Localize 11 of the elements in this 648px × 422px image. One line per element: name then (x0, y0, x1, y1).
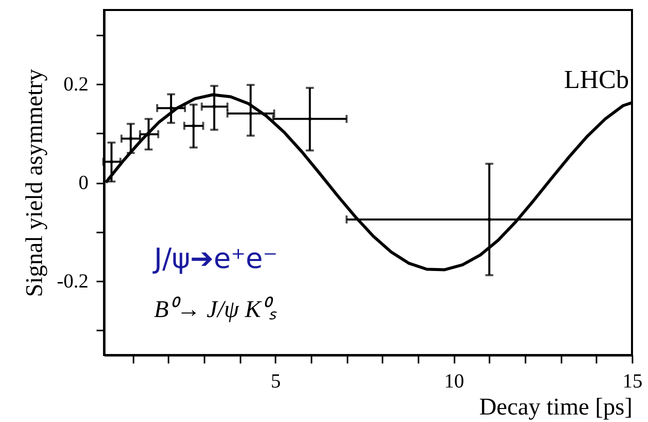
annotation: J/ψ➔e⁺e⁻ (152, 242, 278, 275)
x-axis-title: Decay time [ps] (479, 394, 632, 420)
y-axis-title: Signal yield asymmetry (22, 69, 48, 297)
y-tick-label: 0.2 (64, 73, 88, 96)
annotation: B⁰→ J/ψ K⁰ₛ (154, 296, 277, 323)
annotation: LHCb (564, 65, 629, 94)
y-tick-label: -0.2 (56, 270, 88, 293)
y-tick-label: 0 (78, 172, 88, 194)
x-tick-label: 15 (622, 370, 642, 392)
x-tick-label: 5 (270, 370, 281, 392)
x-tick-label: 10 (444, 370, 464, 392)
